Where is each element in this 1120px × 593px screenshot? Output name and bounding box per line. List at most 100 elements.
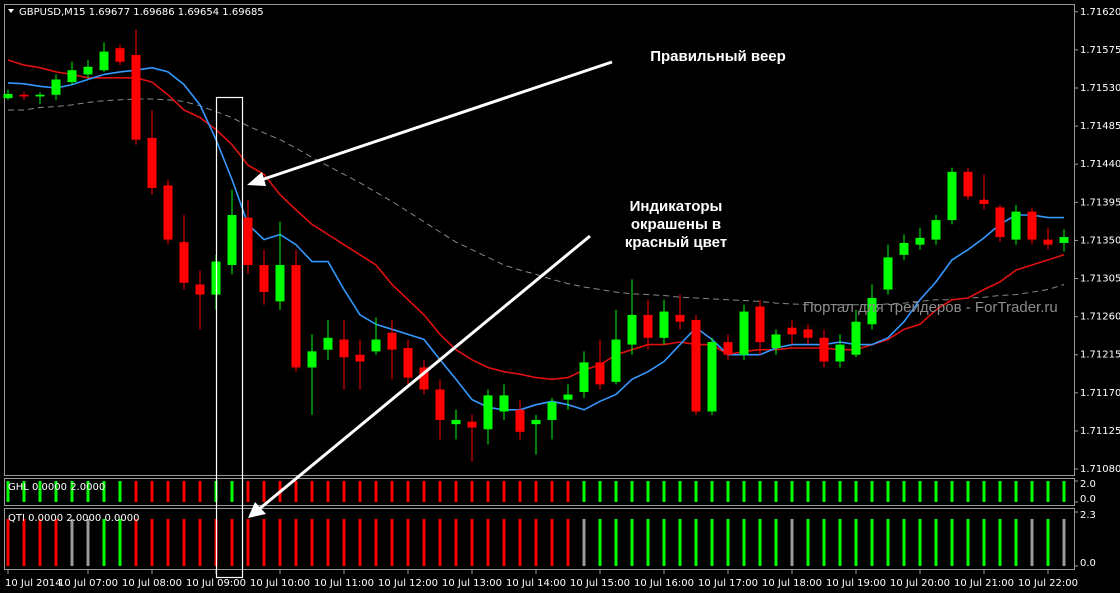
indicator-bar (758, 481, 762, 502)
y-tick-label: 1.71485 (1080, 121, 1120, 132)
y-tick-label: 1.71170 (1080, 388, 1120, 399)
y-tick-label: 1.71080 (1080, 464, 1120, 475)
indicator-bar (790, 519, 794, 566)
candle-body (611, 339, 621, 382)
indicator-bar (438, 519, 442, 566)
x-tick-label: 10 Jul 13:00 (442, 578, 502, 589)
indicator-bar (614, 519, 618, 566)
candle-body (499, 395, 509, 412)
indicator-bar (406, 481, 410, 502)
x-tick-label: 10 Jul 20:00 (890, 578, 950, 589)
candle-body (979, 199, 989, 205)
indicator-bar (198, 519, 202, 566)
indicator-bar (86, 481, 90, 502)
indicator-bar (806, 519, 810, 566)
indicator-bar (1046, 519, 1050, 566)
indicator-bar (982, 481, 986, 502)
indicator-bar (870, 519, 874, 566)
x-tick-label: 10 Jul 19:00 (826, 578, 886, 589)
indicator-bar (518, 519, 522, 566)
arrow (257, 234, 591, 512)
x-tick-label: 10 Jul 08:00 (122, 578, 182, 589)
panel-title: QTI 0.0000 2.0000 0.0000 (8, 513, 139, 524)
indicator-bar (806, 481, 810, 502)
indicator-bar (310, 481, 314, 502)
indicator-bar (166, 481, 170, 502)
indicator-bar (966, 519, 970, 566)
arrow (257, 60, 613, 183)
candle-body (227, 215, 237, 265)
x-tick-label: 10 Jul 22:00 (1018, 578, 1078, 589)
candle-body (67, 70, 77, 83)
indicator-bar (694, 519, 698, 566)
x-tick-label: 10 Jul 10:00 (250, 578, 310, 589)
indicator-bar (230, 481, 234, 502)
annotation: Индикаторы (630, 198, 723, 215)
candle-body (259, 264, 269, 293)
indicator-bar (598, 519, 602, 566)
candle-body (1043, 239, 1053, 245)
indicator-bar (294, 481, 298, 502)
candle-body (579, 362, 589, 393)
candle-body (483, 395, 493, 430)
indicator-bar (646, 519, 650, 566)
candle-body (51, 79, 61, 95)
indicator-bar (1014, 519, 1018, 566)
indicator-bar (6, 481, 10, 502)
candle-body (931, 220, 941, 240)
candle-body (531, 419, 541, 425)
x-tick-label: 10 Jul 11:00 (314, 578, 374, 589)
indicator-bar (1046, 481, 1050, 502)
indicator-bar (758, 519, 762, 566)
indicator-bar (966, 481, 970, 502)
candle-body (659, 311, 669, 338)
candle-body (115, 48, 125, 62)
indicator-bar (502, 481, 506, 502)
candle-body (419, 367, 429, 390)
indicator-bar (486, 519, 490, 566)
indicator-bar (54, 481, 58, 502)
y-tick-label: 1.71125 (1080, 426, 1120, 437)
indicator-bar (598, 481, 602, 502)
indicator-bar (390, 519, 394, 566)
indicator-bar (262, 519, 266, 566)
indicator-bar (294, 519, 298, 566)
candle-body (899, 242, 909, 255)
indicator-bar (166, 519, 170, 566)
candle-body (19, 94, 29, 97)
candle-body (675, 314, 685, 322)
indicator-bar (630, 481, 634, 502)
indicator-bar (486, 481, 490, 502)
indicator-bar (406, 519, 410, 566)
annotation: красный цвет (625, 234, 727, 251)
indicator-bar (390, 481, 394, 502)
indicator-bar (902, 519, 906, 566)
indicator-bar (70, 519, 74, 566)
indicator-bar (182, 519, 186, 566)
candle-body (147, 137, 157, 188)
candle-body (179, 242, 189, 283)
indicator-bar (342, 519, 346, 566)
indicator-bar (582, 481, 586, 502)
highlight-box (215, 96, 244, 579)
candle-body (547, 402, 557, 420)
indicator-bar (326, 481, 330, 502)
indicator-bar (1014, 481, 1018, 502)
candle-body (787, 327, 797, 335)
candle-body (243, 217, 253, 265)
candle-body (435, 389, 445, 420)
candle-body (819, 337, 829, 362)
y-tick-label: 0.0 (1080, 558, 1096, 569)
candle-body (371, 339, 381, 352)
x-tick-label: 10 Jul 21:00 (954, 578, 1014, 589)
indicator-bar (550, 519, 554, 566)
candle-body (355, 354, 365, 362)
candle-body (163, 185, 173, 240)
indicator-bar (646, 481, 650, 502)
indicator-bar (726, 519, 730, 566)
candle-body (803, 329, 813, 338)
indicator-bar (118, 481, 122, 502)
ghl-panel (4, 478, 1075, 506)
x-tick-label: 10 Jul 12:00 (378, 578, 438, 589)
